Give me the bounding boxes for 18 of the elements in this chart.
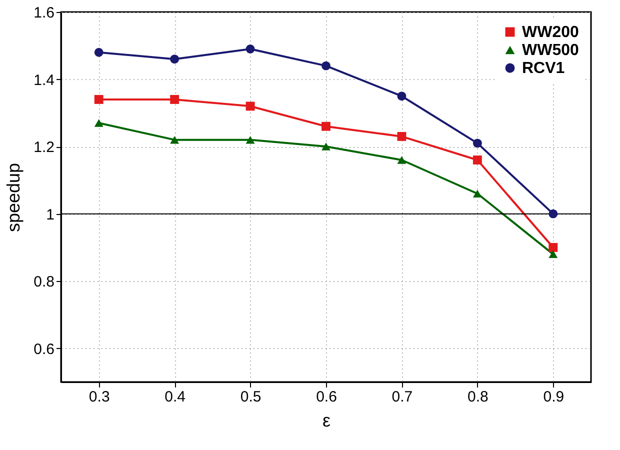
x-tick-label: 0.9: [543, 388, 564, 406]
legend-label: WW500: [522, 42, 579, 59]
x-axis-title: ε: [322, 410, 331, 430]
y-axis-title: speedup: [4, 162, 24, 232]
y-tick-label: 1.6: [34, 4, 54, 22]
y-tick-label: 1.2: [34, 139, 54, 156]
x-tick-label: 0.7: [392, 388, 413, 406]
legend-label: WW200: [522, 24, 579, 41]
y-tick-label: 1.4: [34, 72, 54, 89]
x-tick-label: 0.4: [164, 388, 186, 406]
y-tick-label: 0.6: [34, 340, 54, 358]
x-tick-label: 0.3: [88, 388, 110, 406]
x-tick-label: 0.5: [240, 388, 262, 406]
y-tick-label: 1: [46, 206, 54, 224]
x-tick-label: 0.8: [468, 388, 488, 406]
x-tick-label: 0.6: [316, 388, 337, 406]
legend-label: RCV1: [522, 60, 565, 77]
y-tick-label: 0.8: [34, 274, 54, 291]
